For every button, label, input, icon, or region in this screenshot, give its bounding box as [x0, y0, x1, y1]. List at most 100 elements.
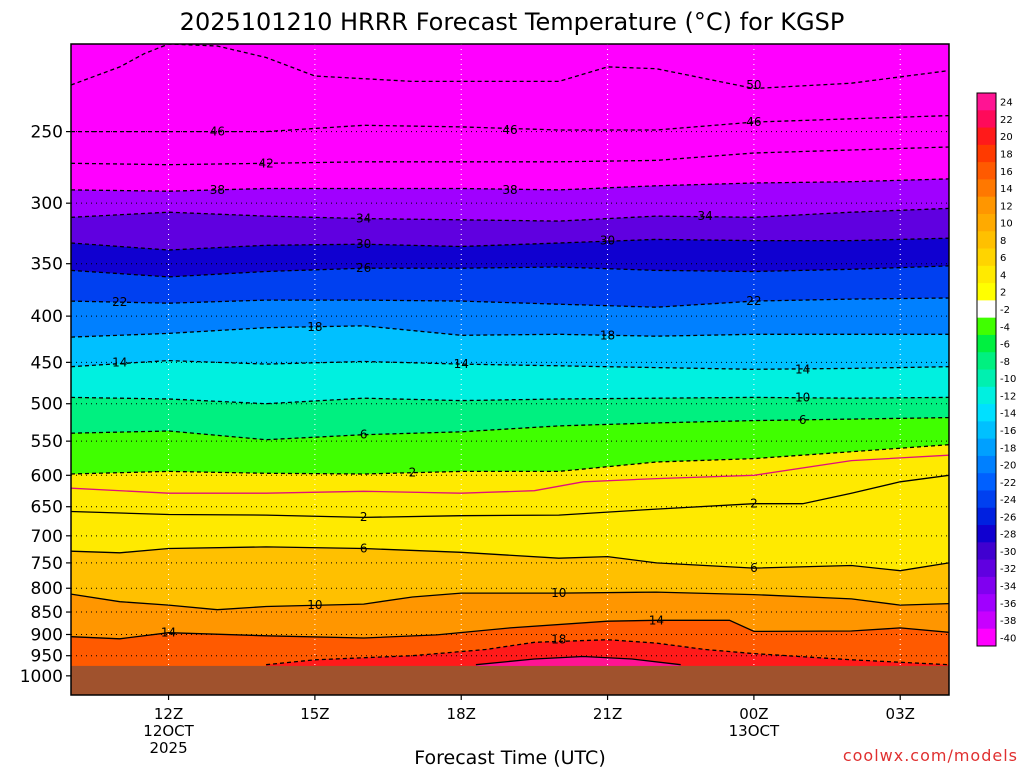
colorbar-label: -18	[1000, 443, 1016, 454]
colorbar-label: -22	[1000, 478, 1016, 489]
colorbar-label: 20	[1000, 132, 1013, 143]
y-tick-label: 800	[31, 579, 63, 599]
colorbar-swatch	[977, 179, 996, 198]
colorbar-label: -38	[1000, 616, 1016, 627]
colorbar-swatch	[977, 542, 996, 561]
colorbar-swatch	[977, 317, 996, 336]
colorbar-label: -8	[1000, 357, 1010, 368]
colorbar-label: -34	[1000, 582, 1016, 593]
site-credit[interactable]: coolwx.com/models	[843, 746, 1018, 765]
contour-label: 46	[746, 115, 761, 129]
y-tick-label: 350	[31, 255, 63, 275]
colorbar-swatch	[977, 265, 996, 284]
colorbar-swatch	[977, 611, 996, 630]
contour-label: 6	[799, 413, 807, 427]
x-tick-label: 12Z	[154, 705, 183, 723]
colorbar-swatch	[977, 352, 996, 370]
colorbar-swatch	[977, 196, 996, 215]
colorbar-label: -14	[1000, 409, 1016, 420]
colorbar-swatch	[977, 213, 996, 232]
contour-label: 2	[409, 466, 417, 480]
colorbar-frame	[976, 92, 997, 647]
contour-line	[71, 591, 949, 611]
x-tick-label: 21Z	[593, 705, 622, 723]
contour-label: 2	[360, 510, 368, 524]
y-tick-label: 850	[31, 603, 63, 623]
contour-label: 22	[112, 295, 127, 309]
colorbar-swatch	[977, 162, 996, 180]
colorbar-label: -30	[1000, 547, 1016, 558]
grid-layer	[71, 44, 949, 695]
colorbar-swatch	[977, 421, 996, 440]
colorbar-swatch	[977, 248, 996, 267]
colorbar-swatch	[977, 559, 996, 578]
colorbar-label: -32	[1000, 564, 1016, 575]
colorbar-swatch	[977, 369, 996, 388]
colorbar-swatch	[977, 404, 996, 422]
y-tick-label: 900	[31, 625, 63, 645]
colorbar-label: -2	[1000, 305, 1010, 316]
contour-label: 10	[307, 598, 322, 612]
x-tick-label: 2025	[149, 739, 187, 757]
x-axis-label: Forecast Time (UTC)	[414, 747, 605, 768]
colorbar-swatch	[977, 525, 996, 543]
colorbar-label: -6	[1000, 340, 1010, 351]
colorbar-swatch	[977, 628, 996, 647]
pressure-axis: 2503003504004505005506006507007508008509…	[20, 123, 71, 687]
contour-label: 18	[551, 633, 566, 647]
contour-label: 10	[551, 586, 566, 600]
colorbar-label: -4	[1000, 322, 1010, 333]
y-tick-label: 300	[31, 194, 63, 214]
colorbar-label: 10	[1000, 219, 1013, 230]
ground-below-surface	[71, 665, 949, 695]
contour-line	[71, 454, 949, 494]
y-tick-label: 600	[31, 466, 63, 486]
colorbar-label: -40	[1000, 633, 1016, 644]
colorbar-label: -36	[1000, 599, 1016, 610]
contour-line	[71, 474, 949, 519]
colorbar-label: 24	[1000, 98, 1013, 109]
colorbar-label: -28	[1000, 530, 1016, 541]
y-tick-label: 250	[31, 123, 63, 143]
colorbar-swatch	[977, 127, 996, 146]
contour-label: 46	[210, 125, 225, 139]
contour-label: 22	[746, 294, 761, 308]
colorbar-label: 4	[1000, 270, 1006, 281]
contour-label: 38	[502, 183, 517, 197]
y-tick-label: 400	[31, 307, 63, 327]
colorbar-label: -10	[1000, 374, 1016, 385]
colorbar-label: 14	[1000, 184, 1013, 195]
contour-label: 38	[210, 183, 225, 197]
colorbar-label: -16	[1000, 426, 1016, 437]
colorbar-swatch	[977, 283, 996, 301]
contour-label: 50	[746, 78, 761, 92]
contour-line	[475, 655, 681, 666]
contour-label: 18	[307, 320, 322, 334]
colorbar-label: 8	[1000, 236, 1006, 247]
colorbar-swatch	[977, 576, 996, 595]
colorbar-swatch	[977, 110, 996, 129]
y-tick-label: 750	[31, 554, 63, 574]
y-tick-label: 550	[31, 432, 63, 452]
y-tick-label: 650	[31, 498, 63, 518]
contour-label: 26	[356, 261, 371, 275]
contour-label: 42	[258, 156, 273, 170]
colorbar-swatch	[977, 438, 996, 457]
colorbar-label: 12	[1000, 201, 1013, 212]
colorbar-label: -26	[1000, 512, 1016, 523]
y-tick-label: 700	[31, 527, 63, 547]
x-tick-label: 13OCT	[729, 722, 780, 740]
contour-line	[266, 639, 949, 666]
x-tick-label: 18Z	[447, 705, 476, 723]
contour-label: 46	[502, 123, 517, 137]
contour-label: 6	[360, 542, 368, 556]
contour-label: 34	[697, 209, 712, 223]
x-tick-label: 15Z	[300, 705, 329, 723]
contour-label: 6	[360, 428, 368, 442]
colorbar-swatch	[977, 334, 996, 353]
contour-label: 14	[161, 626, 176, 640]
colorbar-swatch	[977, 594, 996, 612]
